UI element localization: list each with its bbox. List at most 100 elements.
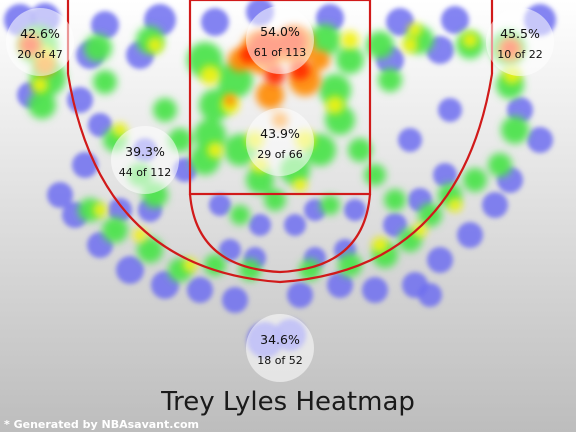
zone-percentage: 54.0% (260, 24, 300, 39)
heat-spot-high-mid (402, 37, 418, 53)
heat-spot-high-mid (93, 203, 107, 217)
heat-spot-high-mid (113, 123, 127, 137)
zone-made-of-attempts: 10 of 22 (497, 48, 543, 61)
heat-spot-high-mid (372, 237, 388, 253)
heat-spot-high-mid (200, 65, 220, 85)
heat-spot-low (108, 198, 132, 222)
heat-spot-high-mid (448, 198, 462, 212)
heat-spot-low (116, 256, 144, 284)
heat-spot-high-mid (408, 23, 422, 37)
heat-spot-low (362, 277, 388, 303)
heat-spot-mid (309, 24, 341, 56)
heat-spot-low (327, 272, 353, 298)
heat-spot-mid (93, 70, 117, 94)
zone-circle (246, 108, 314, 176)
heat-spot-low (482, 192, 508, 218)
heat-spot-mid (364, 164, 386, 186)
heat-spot-low (427, 247, 453, 273)
heat-spot-high-mid (293, 178, 307, 192)
heat-spot-mid (378, 68, 402, 92)
heat-spot-low (91, 11, 119, 39)
heat-spot-mid (501, 116, 529, 144)
zone-made-of-attempts: 29 of 66 (257, 148, 303, 161)
heat-spot-mid (384, 189, 406, 211)
heat-spot-mid (84, 34, 112, 62)
zone-paint-non-ra: 43.9% 29 of 66 (246, 108, 314, 176)
zone-left-midrange: 39.3% 44 of 112 (111, 126, 179, 194)
heat-spot-low (386, 8, 414, 36)
zone-circle (486, 8, 554, 76)
heat-spot-low (219, 239, 241, 261)
heat-spot-low (249, 214, 271, 236)
zone-made-of-attempts: 44 of 112 (119, 166, 172, 179)
heat-spot-low (438, 98, 462, 122)
heat-spot-high-mid (207, 142, 223, 158)
heat-spot-high (256, 81, 284, 109)
zone-made-of-attempts: 18 of 52 (257, 354, 303, 367)
heat-spot-low (222, 287, 248, 313)
zone-percentage: 34.6% (260, 332, 300, 347)
heat-spot-low (344, 199, 366, 221)
heat-spot-low (201, 8, 229, 36)
credit-text: * Generated by NBAsavant.com (4, 418, 199, 431)
zone-circle (246, 6, 314, 74)
heat-spot-low (418, 283, 442, 307)
zone-percentage: 39.3% (125, 144, 165, 159)
zone-right-corner: 45.5% 10 of 22 (486, 8, 554, 76)
heat-spot-low (209, 194, 231, 216)
heat-spot-mid (28, 91, 56, 119)
paint-box (188, 0, 372, 196)
heat-spot-high (224, 94, 236, 106)
heat-spot-mid (102, 217, 128, 243)
zone-percentage: 45.5% (500, 26, 540, 41)
heat-spot-low (441, 6, 469, 34)
heat-spot-mid (239, 259, 261, 281)
heat-spot-high-mid (413, 223, 427, 237)
heat-spot-low (88, 113, 112, 137)
heat-spot-mid (199, 89, 231, 121)
zone-top-key-three: 34.6% 18 of 52 (246, 314, 314, 382)
zone-made-of-attempts: 61 of 113 (254, 46, 307, 59)
heat-spot-mid (319, 74, 351, 106)
heat-spot-low (72, 152, 98, 178)
heat-spot-mid (488, 153, 512, 177)
zone-made-of-attempts: 20 of 47 (17, 48, 63, 61)
heat-spot-mid (204, 254, 226, 276)
heat-spot-high-mid (462, 32, 478, 48)
heat-spot-low (287, 282, 313, 308)
heat-spot-mid (78, 198, 102, 222)
heat-spot-mid (348, 138, 372, 162)
zone-percentage: 43.9% (260, 126, 300, 141)
heat-spot-high (310, 50, 330, 70)
zone-circle (111, 126, 179, 194)
heat-spot-high-mid (147, 37, 163, 53)
heat-spot-mid (463, 168, 487, 192)
heat-spot-high-mid (32, 77, 48, 93)
heat-spot-low (67, 87, 93, 113)
zone-circle (246, 314, 314, 382)
heat-spot-mid (137, 237, 163, 263)
heat-spot-low (433, 163, 457, 187)
zone-restricted-paint: 54.0% 61 of 113 (246, 6, 314, 74)
heat-spot-mid (299, 259, 321, 281)
heat-spot-low (527, 127, 553, 153)
heat-spot-low (398, 128, 422, 152)
chart-title: Trey Lyles Heatmap (160, 387, 415, 417)
heat-spot-mid (264, 189, 286, 211)
heat-spot-high-mid (326, 96, 344, 114)
heat-spot-mid (320, 195, 340, 215)
zone-left-corner: 42.6% 20 of 47 (6, 8, 74, 76)
heat-spot-high-mid (341, 31, 359, 49)
heat-spot-mid (153, 98, 177, 122)
free-throw-semicircle (188, 193, 372, 274)
three-point-arc (66, 73, 494, 284)
heat-spot-low (284, 214, 306, 236)
heat-spot-low (187, 277, 213, 303)
heat-spot-low (383, 213, 407, 237)
zone-labels: 42.6% 20 of 47 54.0% 61 of 113 45.5% 10 of 22… (6, 6, 554, 382)
heat-spot-mid (366, 31, 394, 59)
heat-spot-low (47, 182, 73, 208)
zone-circle (6, 8, 74, 76)
heat-spot-low (457, 222, 483, 248)
